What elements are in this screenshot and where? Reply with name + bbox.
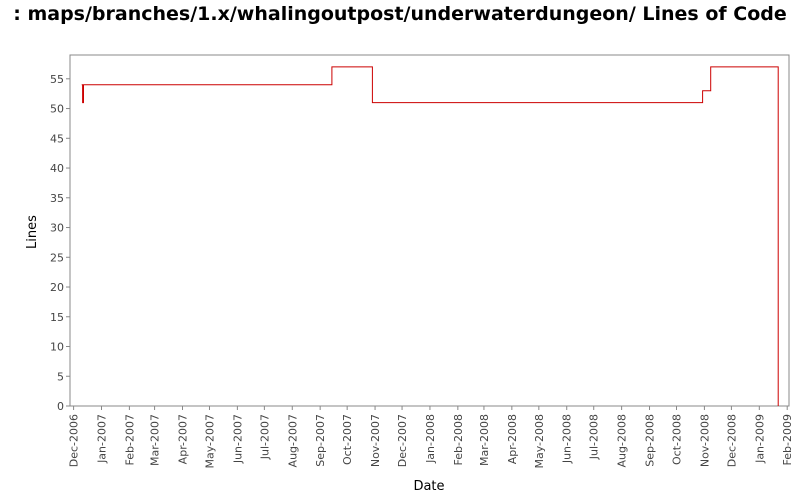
x-tick-label: Dec-2008 (725, 414, 738, 467)
x-tick-label: Feb-2008 (452, 414, 465, 465)
x-tick-label: Apr-2008 (506, 414, 519, 464)
y-tick-label: 35 (50, 192, 64, 205)
y-axis: 0 5 10 15 20 25 30 35 40 45 50 55 (50, 73, 70, 413)
x-tick-label: Feb-2007 (123, 414, 136, 465)
x-tick-label: Apr-2007 (176, 414, 189, 464)
x-tick-label: Feb-2009 (781, 414, 794, 465)
x-tick-label: Jul-2008 (588, 414, 601, 460)
y-tick-label: 5 (57, 370, 64, 383)
x-axis-label: Date (413, 479, 444, 494)
data-point (710, 66, 712, 68)
x-tick-label: Sep-2008 (644, 414, 657, 467)
x-tick-label: Nov-2007 (369, 414, 382, 467)
x-axis: Dec-2006 Jan-2007 Feb-2007 Mar-2007 Apr-2007… (68, 406, 794, 469)
y-tick-label: 0 (57, 400, 64, 413)
x-tick-label: Jun-2007 (231, 414, 244, 464)
y-tick-label: 20 (50, 281, 64, 294)
data-point (82, 102, 84, 104)
y-tick-label: 25 (50, 251, 64, 264)
x-tick-label: Dec-2006 (68, 414, 81, 467)
x-tick-label: Jan-2008 (424, 414, 437, 464)
x-tick-label: Jan-2009 (753, 414, 766, 464)
y-tick-label: 40 (50, 162, 64, 175)
series-line (81, 66, 779, 406)
x-tick-label: May-2007 (203, 414, 216, 469)
data-point (702, 90, 704, 92)
y-tick-label: 30 (50, 222, 64, 235)
data-point (777, 405, 779, 407)
y-tick-label: 45 (50, 132, 64, 145)
y-tick-label: 10 (50, 341, 64, 354)
x-tick-label: Sep-2007 (314, 414, 327, 467)
x-tick-label: Oct-2008 (671, 414, 684, 465)
x-tick-label: Mar-2008 (478, 414, 491, 466)
data-point (331, 66, 333, 68)
x-tick-label: Jun-2008 (561, 414, 574, 464)
x-tick-label: May-2008 (533, 414, 546, 469)
x-tick-label: Nov-2008 (698, 414, 711, 467)
series-layer (81, 66, 779, 407)
x-tick-label: Jan-2007 (95, 414, 108, 464)
plot-area (69, 54, 790, 407)
y-axis-label: Lines (25, 215, 40, 249)
x-tick-label: Dec-2007 (396, 414, 409, 467)
data-point (81, 84, 83, 86)
x-tick-label: Oct-2007 (341, 414, 354, 465)
chart-title: : maps/branches/1.x/whalingoutpost/under… (13, 3, 787, 25)
x-tick-label: Jul-2007 (258, 414, 271, 460)
x-tick-label: Mar-2007 (149, 414, 162, 466)
y-tick-label: 15 (50, 311, 64, 324)
data-point (83, 84, 85, 86)
y-tick-label: 55 (50, 73, 64, 86)
y-tick-label: 50 (50, 103, 64, 116)
x-tick-label: Aug-2007 (286, 414, 299, 467)
x-tick-label: Aug-2008 (616, 414, 629, 467)
data-point (372, 102, 374, 104)
